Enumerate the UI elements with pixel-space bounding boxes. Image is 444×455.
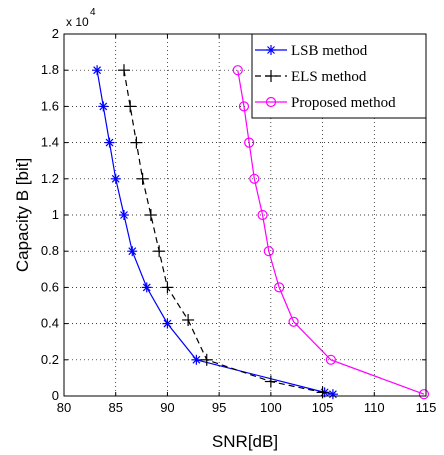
- data-point: [118, 210, 129, 220]
- tick-labels: 80 85 90 95 100 105 110 115 0 0.2 0.4 0.6 0.8 1 1.2 1.4…: [41, 26, 436, 415]
- legend-entry: LSB method: [255, 43, 368, 59]
- data-point: [263, 246, 274, 257]
- y-tick-label: 1: [52, 207, 59, 222]
- y-tick-label: 1.6: [41, 98, 59, 113]
- y-tick-label: 1.8: [41, 62, 59, 77]
- y-multiplier-label: x 10: [66, 15, 89, 29]
- y-tick-label: 1.2: [41, 171, 59, 186]
- data-point: [182, 313, 195, 326]
- y-tick-label: 2: [52, 26, 59, 41]
- data-point: [92, 65, 103, 76]
- legend-marker: [265, 96, 277, 108]
- data-point: [232, 65, 243, 76]
- y-tick-label: 0.4: [41, 316, 59, 331]
- legend-marker: [265, 70, 277, 82]
- legend-label: ELS method: [291, 69, 367, 85]
- data-point: [144, 209, 157, 221]
- data-point: [153, 245, 166, 258]
- data-point: [274, 282, 285, 293]
- data-point: [238, 101, 250, 112]
- data-point: [200, 353, 213, 366]
- y-tick-label: 0.8: [41, 243, 59, 258]
- x-tick-label: 100: [260, 400, 282, 415]
- data-point: [104, 137, 115, 148]
- legend: LSB method ELS method Proposed method: [251, 33, 427, 119]
- data-point: [327, 389, 338, 400]
- data-point: [127, 246, 138, 257]
- y-tick-label: 1.4: [41, 135, 59, 150]
- data-point: [288, 316, 299, 327]
- data-point: [257, 209, 268, 221]
- x-tick-label: 110: [364, 400, 385, 415]
- y-multiplier-exponent: 4: [90, 7, 96, 18]
- data-point: [162, 318, 173, 329]
- y-tick-label: 0.6: [41, 279, 59, 294]
- data-point: [98, 101, 109, 112]
- data-point: [161, 281, 174, 294]
- x-tick-label: 80: [57, 400, 71, 415]
- x-tick-label: 105: [312, 400, 334, 415]
- series-lsb-method: [92, 65, 338, 400]
- data-point: [117, 64, 130, 77]
- y-axis-title: Capacity B [bit]: [13, 158, 32, 272]
- legend-label: LSB method: [291, 43, 368, 59]
- data-point: [136, 172, 149, 185]
- legend-entry: ELS method: [255, 69, 367, 85]
- data-point: [191, 354, 202, 365]
- x-tick-label: 95: [212, 400, 226, 415]
- data-point: [325, 354, 336, 365]
- y-tick-label: 0: [52, 388, 59, 403]
- x-tick-label: 85: [108, 400, 122, 415]
- x-tick-label: 115: [416, 400, 437, 415]
- data-point: [244, 137, 255, 148]
- data-point: [264, 375, 277, 388]
- series-layer: [92, 64, 430, 400]
- series-line: [237, 70, 425, 395]
- data-point: [130, 136, 143, 149]
- legend-label: Proposed method: [291, 95, 396, 111]
- data-point: [124, 100, 137, 113]
- legend-marker: [266, 45, 276, 55]
- x-axis-title: SNR[dB]: [212, 432, 278, 451]
- series-proposed-method: [232, 65, 430, 400]
- data-point: [141, 282, 152, 293]
- legend-entry: Proposed method: [255, 95, 396, 111]
- y-tick-label: 0.2: [41, 352, 59, 367]
- data-point: [110, 173, 121, 184]
- x-tick-label: 90: [160, 400, 174, 415]
- data-point: [418, 389, 430, 400]
- data-point: [249, 173, 260, 184]
